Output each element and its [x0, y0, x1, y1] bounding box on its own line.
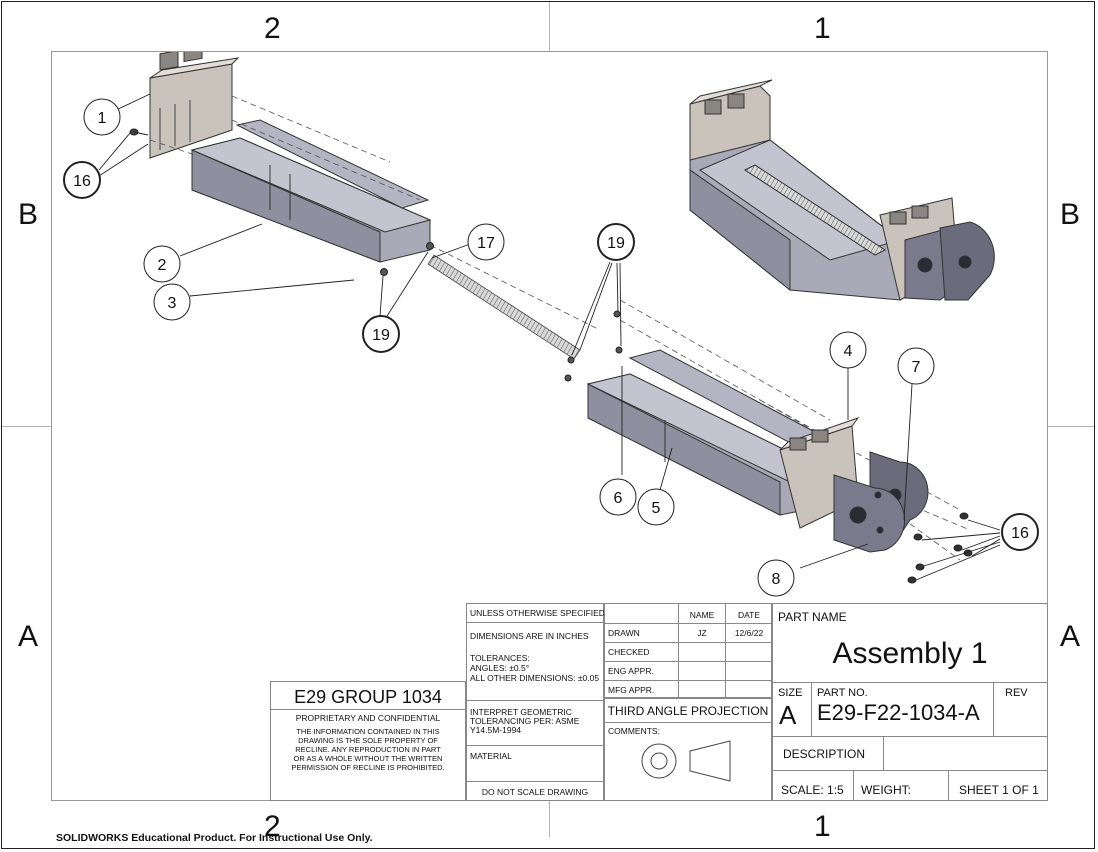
zone-right-b: B — [1060, 198, 1081, 231]
description-label: DESCRIPTION — [783, 747, 866, 761]
proprietary-text: DRAWING IS THE SOLE PROPERTY OF — [298, 736, 438, 745]
balloon-3: 3 — [153, 283, 191, 321]
tolerance-angles: ANGLES: ±0.5° — [470, 663, 530, 673]
tube-part-5 — [586, 349, 832, 516]
spring-part-17 — [427, 254, 581, 360]
drawn-date: 12/6/22 — [734, 628, 764, 638]
zone-top-2: 2 — [264, 12, 281, 45]
tolerances-label: TOLERANCES: — [470, 653, 530, 663]
balloon-19: 19 — [362, 315, 400, 353]
projection-block: THIRD ANGLE PROJECTION COMMENTS: — [604, 698, 772, 801]
proprietary-title: PROPRIETARY AND CONFIDENTIAL — [295, 713, 441, 723]
interpret-text: TOLERANCING PER: ASME — [470, 716, 580, 726]
approvals-block: NAME DATE DRAWN JZ 12/6/22 CHECKED ENG A… — [604, 603, 772, 698]
drawn-label: DRAWN — [608, 628, 640, 638]
interpret-text: Y14.5M-1994 — [470, 725, 522, 735]
balloon-4: 4 — [829, 331, 867, 369]
nut-part-19 — [380, 242, 623, 382]
svg-text:3: 3 — [168, 295, 177, 312]
mfg-approval-label: MFG APPR. — [608, 685, 655, 695]
zone-tick — [549, 2, 550, 51]
zone-bottom-1: 1 — [814, 810, 831, 843]
name-header: NAME — [689, 610, 715, 620]
balloon-16: 16 — [1001, 513, 1039, 551]
svg-text:2: 2 — [158, 257, 167, 274]
assembled-view — [689, 79, 995, 301]
balloon-17: 17 — [467, 223, 505, 261]
screw-part-16 — [129, 128, 149, 136]
group-name: E29 GROUP 1034 — [294, 687, 442, 707]
scale-value: SCALE: 1:5 — [781, 783, 844, 797]
svg-text:6: 6 — [614, 490, 623, 507]
proprietary-text: PERMISSION OF RECLINE IS PROHIBITED. — [291, 763, 445, 772]
date-header: DATE — [737, 610, 761, 620]
balloon-2: 2 — [143, 245, 181, 283]
balloon-19: 19 — [597, 223, 635, 261]
balloon-1: 1 — [83, 98, 121, 136]
zone-tick — [549, 801, 550, 837]
proprietary-text: THE INFORMATION CONTAINED IN THIS — [296, 727, 440, 736]
checked-label: CHECKED — [608, 647, 650, 657]
tolerance-dims: ALL OTHER DIMENSIONS: ±0.05 — [470, 673, 600, 683]
svg-text:4: 4 — [844, 343, 853, 360]
solidworks-watermark: SOLIDWORKS Educational Product. For Inst… — [56, 832, 373, 844]
material-label: MATERIAL — [470, 751, 512, 761]
unless-specified: UNLESS OTHERWISE SPECIFIED: — [470, 608, 608, 618]
projection-label: THIRD ANGLE PROJECTION — [607, 704, 769, 718]
comments-label: COMMENTS: — [608, 726, 660, 736]
part-no-label: PART NO. — [817, 687, 868, 699]
svg-text:19: 19 — [372, 327, 390, 344]
balloon-8: 8 — [757, 559, 795, 597]
weight-label: WEIGHT: — [861, 783, 911, 797]
svg-text:17: 17 — [477, 235, 495, 252]
eng-approval-label: ENG APPR. — [608, 666, 654, 676]
balloon-16: 16 — [63, 161, 101, 199]
zone-left-a: A — [18, 620, 39, 653]
svg-text:1: 1 — [98, 110, 107, 127]
screw-part-16-set — [907, 512, 973, 584]
svg-text:16: 16 — [73, 173, 91, 190]
rev-label: REV — [1005, 687, 1028, 699]
balloon-7: 7 — [897, 347, 935, 385]
zone-left-b: B — [18, 198, 39, 231]
svg-text:7: 7 — [912, 359, 921, 376]
sheet-number: SHEET 1 OF 1 — [959, 783, 1039, 797]
group-block: E29 GROUP 1034 PROPRIETARY AND CONFIDENT… — [270, 681, 466, 801]
assembly-drawing: 1 16 2 3 17 19 19 4 7 6 5 16 8 — [63, 52, 1039, 597]
part-block: PART NAME Assembly 1 SIZE A PART NO. E29… — [772, 603, 1048, 801]
zone-right-a: A — [1060, 620, 1081, 653]
svg-text:19: 19 — [607, 235, 625, 252]
svg-text:5: 5 — [652, 500, 661, 517]
plate-part-8 — [833, 474, 906, 553]
zone-tick — [2, 426, 51, 427]
zone-bottom-2: 2 — [264, 810, 281, 843]
proprietary-text: RECLINE. ANY REPRODUCTION IN PART — [295, 745, 441, 754]
proprietary-text: OR AS A WHOLE WITHOUT THE WRITTEN — [293, 754, 443, 763]
part-name: Assembly 1 — [832, 637, 988, 670]
bracket-part-1 — [149, 52, 240, 159]
dimensions-units: DIMENSIONS ARE IN INCHES — [470, 631, 589, 641]
size-label: SIZE — [778, 687, 803, 699]
svg-text:16: 16 — [1011, 525, 1029, 542]
zone-top-1: 1 — [814, 12, 831, 45]
part-name-label: PART NAME — [778, 610, 847, 624]
part-number: E29-F22-1034-A — [817, 700, 980, 725]
tolerance-block: UNLESS OTHERWISE SPECIFIED: DIMENSIONS A… — [466, 603, 608, 801]
tube-part-2 — [190, 119, 432, 263]
svg-text:8: 8 — [772, 571, 781, 588]
zone-tick — [1048, 426, 1094, 427]
interpret-text: INTERPRET GEOMETRIC — [470, 707, 572, 717]
projection-symbol-icon — [641, 740, 731, 782]
do-not-scale: DO NOT SCALE DRAWING — [481, 787, 589, 797]
leader-lines — [98, 93, 1001, 581]
balloon-5: 5 — [637, 488, 675, 526]
balloon-6: 6 — [599, 478, 637, 516]
drawn-name: JZ — [697, 628, 707, 638]
size-value: A — [779, 700, 797, 730]
